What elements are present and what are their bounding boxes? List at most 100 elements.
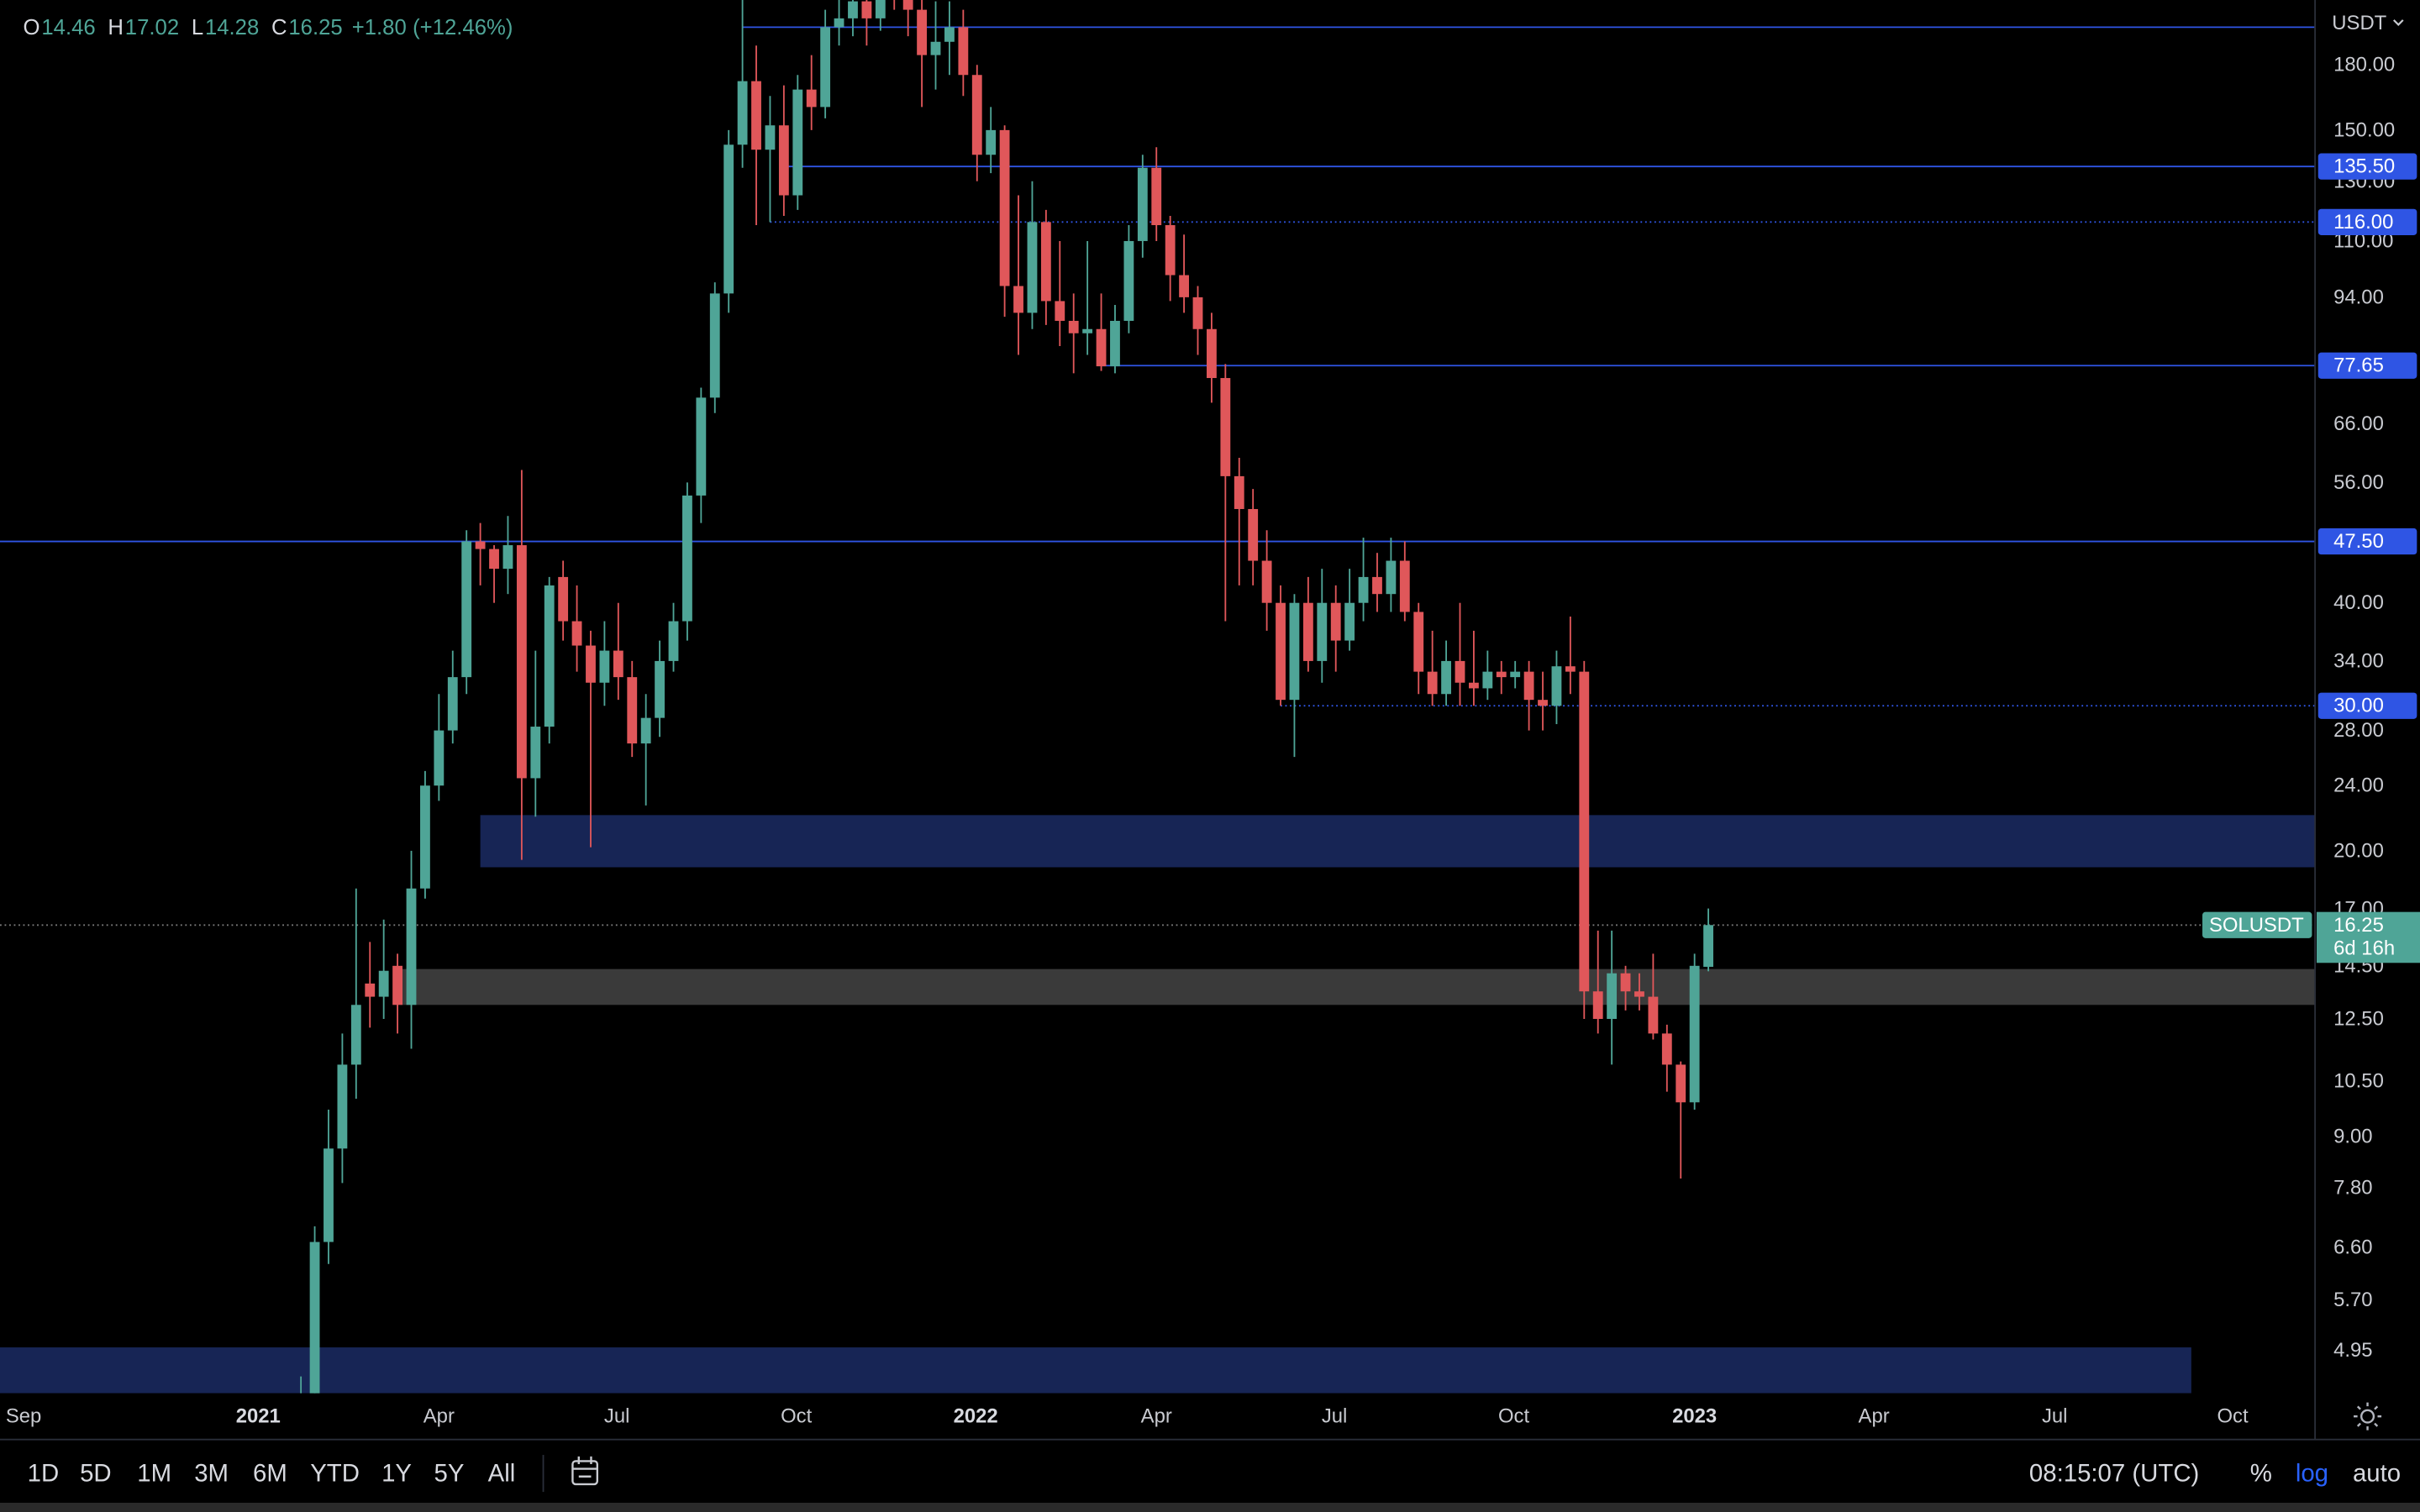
candle-body bbox=[1620, 973, 1631, 992]
candle-body bbox=[1413, 612, 1424, 672]
range-button[interactable]: 3M bbox=[194, 1460, 229, 1488]
candle-body bbox=[668, 621, 679, 661]
x-tick-label: Apr bbox=[1859, 1405, 1890, 1428]
candle-body bbox=[1040, 222, 1051, 302]
ohlc-header: O 14.46 H 17.02 L 14.28 C 16.25 +1.80 (+12.46%) bbox=[24, 16, 513, 39]
candle-body bbox=[1207, 328, 1217, 379]
candle-body bbox=[1317, 602, 1328, 661]
auto-toggle[interactable]: auto bbox=[2353, 1460, 2401, 1488]
settings-icon[interactable] bbox=[2354, 1402, 2382, 1431]
y-tick-label: 28.00 bbox=[2333, 719, 2384, 742]
range-button[interactable]: 5Y bbox=[434, 1460, 465, 1488]
candle-body bbox=[434, 730, 445, 786]
candle-body bbox=[558, 576, 569, 622]
clock: 08:15:07 (UTC) bbox=[2029, 1460, 2199, 1488]
y-tick-label: 34.00 bbox=[2333, 649, 2384, 672]
candle-body bbox=[1261, 560, 1272, 603]
candle-body bbox=[1592, 991, 1603, 1019]
x-tick-label: Apr bbox=[1141, 1405, 1172, 1428]
zone bbox=[0, 1347, 2191, 1394]
level-badge bbox=[2317, 153, 2417, 180]
candle-body bbox=[806, 89, 817, 108]
y-tick-label: 10.50 bbox=[2333, 1070, 2384, 1093]
y-tick-label: 7.80 bbox=[2333, 1176, 2372, 1199]
candle-body bbox=[1523, 671, 1534, 701]
range-button[interactable]: All bbox=[488, 1460, 516, 1488]
range-button[interactable]: 5D bbox=[80, 1460, 112, 1488]
candle-body bbox=[613, 650, 623, 678]
candle-body bbox=[1455, 660, 1465, 683]
zone bbox=[394, 969, 2316, 1005]
candle-body bbox=[1427, 671, 1438, 695]
range-button[interactable]: 6M bbox=[253, 1460, 287, 1488]
y-tick-label: 24.00 bbox=[2333, 774, 2384, 797]
candle-body bbox=[571, 621, 582, 646]
candle-body bbox=[1289, 602, 1300, 701]
candle-body bbox=[1676, 1064, 1686, 1103]
candle-body bbox=[489, 549, 499, 570]
candle-body bbox=[324, 1148, 334, 1242]
percent-toggle[interactable]: % bbox=[2250, 1460, 2272, 1488]
y-tick-label: 5.70 bbox=[2333, 1289, 2372, 1311]
candle-body bbox=[958, 27, 969, 76]
candle-body bbox=[875, 0, 886, 18]
candle-body bbox=[1151, 167, 1162, 226]
candle-body bbox=[586, 645, 596, 683]
candle-body bbox=[1220, 378, 1231, 476]
candle-body bbox=[475, 541, 486, 549]
candle-body bbox=[1068, 320, 1079, 333]
candle-body bbox=[1399, 560, 1410, 612]
candle-body bbox=[1510, 671, 1521, 678]
candle-body bbox=[1055, 301, 1065, 321]
candle-body bbox=[392, 965, 402, 1005]
candle-body bbox=[737, 81, 748, 145]
y-tick-label: 56.00 bbox=[2333, 471, 2384, 494]
x-tick-label: Apr bbox=[424, 1405, 455, 1428]
candle-body bbox=[682, 495, 692, 622]
range-button[interactable]: 1M bbox=[137, 1460, 171, 1488]
candle-body bbox=[1565, 666, 1576, 672]
candle-body bbox=[1096, 328, 1107, 367]
y-tick-label: 6.60 bbox=[2333, 1236, 2372, 1258]
y-tick-label: 94.00 bbox=[2333, 286, 2384, 308]
range-button[interactable]: 1Y bbox=[381, 1460, 412, 1488]
ohlc-letter: C bbox=[271, 16, 287, 39]
bottom-strip bbox=[0, 1502, 2420, 1512]
candle-body bbox=[420, 785, 430, 889]
log-toggle[interactable]: log bbox=[2296, 1460, 2328, 1488]
ohlc-value: 14.28 bbox=[205, 16, 259, 39]
candle-body bbox=[309, 1242, 320, 1394]
candle-body bbox=[1082, 328, 1093, 333]
candle-body bbox=[1234, 475, 1244, 509]
countdown: 6d 16h bbox=[2333, 937, 2395, 959]
range-button[interactable]: 1D bbox=[28, 1460, 60, 1488]
y-tick-label: 9.00 bbox=[2333, 1125, 2372, 1147]
y-tick-label: 12.50 bbox=[2333, 1007, 2384, 1030]
candle-body bbox=[1179, 275, 1189, 297]
candle-body bbox=[1110, 320, 1120, 367]
ohlc-letter: O bbox=[24, 16, 40, 39]
level-label: 77.65 bbox=[2333, 354, 2384, 377]
candle-body bbox=[1496, 671, 1507, 678]
candle-body bbox=[502, 545, 513, 570]
ohlc-letter: L bbox=[192, 16, 203, 39]
candle-body bbox=[627, 677, 638, 744]
candle-body bbox=[350, 1005, 361, 1065]
candle-body bbox=[792, 89, 803, 196]
candle-body bbox=[1192, 297, 1203, 329]
candle-body bbox=[1165, 225, 1176, 276]
goto-date-button[interactable] bbox=[571, 1456, 599, 1486]
change: +1.80 bbox=[352, 16, 407, 39]
candle-body bbox=[834, 18, 844, 28]
range-button[interactable]: YTD bbox=[310, 1460, 360, 1488]
x-tick-label: 2021 bbox=[236, 1405, 281, 1428]
candle-body bbox=[1689, 965, 1700, 1103]
candle-body bbox=[1441, 660, 1451, 695]
y-tick-label: 4.95 bbox=[2333, 1339, 2372, 1362]
x-tick-label: Oct bbox=[1498, 1405, 1529, 1428]
candle-body bbox=[1276, 602, 1286, 701]
currency-chevron[interactable] bbox=[2392, 19, 2404, 26]
candle-body bbox=[1607, 973, 1618, 1019]
